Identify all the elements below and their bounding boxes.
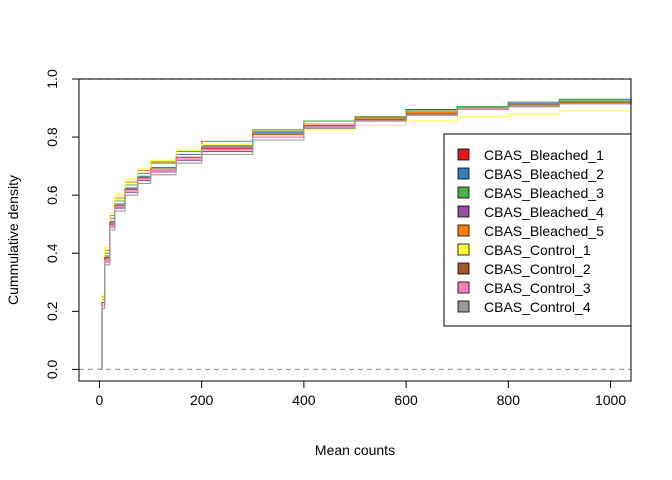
legend-label: CBAS_Control_3 (484, 280, 591, 296)
y-tick-label: 0.0 (44, 359, 60, 379)
legend-label: CBAS_Control_1 (484, 242, 591, 258)
legend-label: CBAS_Bleached_5 (484, 223, 604, 239)
legend-label: CBAS_Bleached_1 (484, 147, 604, 163)
y-tick-label: 0.8 (44, 127, 60, 147)
legend-label: CBAS_Bleached_3 (484, 185, 604, 201)
legend-swatch (457, 300, 470, 313)
y-axis-title: Cummulative density (5, 175, 21, 305)
legend-swatch (457, 186, 470, 199)
legend-swatch (457, 205, 470, 218)
legend-swatch (457, 262, 470, 275)
x-tick-label: 800 (497, 392, 521, 408)
legend-label: CBAS_Bleached_4 (484, 204, 604, 220)
series-line (99, 100, 632, 370)
y-tick-label: 0.4 (44, 243, 60, 263)
y-axis: 0.0 0.2 0.4 0.6 0.8 1.0 (44, 69, 80, 379)
legend-swatch (457, 224, 470, 237)
x-tick-label: 600 (394, 392, 418, 408)
x-tick-label: 1000 (595, 392, 626, 408)
legend: CBAS_Bleached_1 CBAS_Bleached_2 CBAS_Bleac… (443, 133, 632, 327)
x-tick-label: 200 (190, 392, 214, 408)
legend-label: CBAS_Bleached_2 (484, 166, 604, 182)
legend-label: CBAS_Control_4 (484, 299, 591, 315)
legend-swatch (457, 167, 470, 180)
legend-swatch (457, 243, 470, 256)
y-tick-label: 0.2 (44, 301, 60, 321)
legend-swatch (457, 281, 470, 294)
x-axis-title: Mean counts (315, 442, 395, 458)
legend-swatch (457, 148, 470, 161)
series-lines (99, 96, 632, 370)
x-axis: 0 200 400 600 800 1000 (96, 380, 626, 408)
y-tick-label: 1.0 (44, 69, 60, 89)
legend-box (443, 133, 632, 327)
x-tick-label: 0 (96, 392, 104, 408)
y-tick-label: 0.6 (44, 185, 60, 205)
x-tick-label: 400 (292, 392, 316, 408)
legend-label: CBAS_Control_2 (484, 261, 591, 277)
